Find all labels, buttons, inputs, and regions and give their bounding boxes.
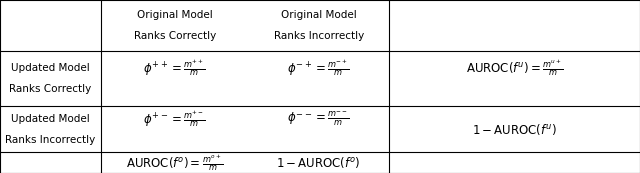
Text: $\mathrm{AUROC}(f^u) = \frac{m^{u+}}{m}$: $\mathrm{AUROC}(f^u) = \frac{m^{u+}}{m}$ xyxy=(466,58,563,78)
Text: Original Model: Original Model xyxy=(137,10,212,20)
Text: Ranks Incorrectly: Ranks Incorrectly xyxy=(273,31,364,41)
Text: $\mathrm{AUROC}(f^o) = \frac{m^{o+}}{m}$: $\mathrm{AUROC}(f^o) = \frac{m^{o+}}{m}$ xyxy=(126,153,223,173)
Text: $1 - \mathrm{AUROC}(f^o)$: $1 - \mathrm{AUROC}(f^o)$ xyxy=(276,155,361,170)
Text: $\phi^{++} = \frac{m^{++}}{m}$: $\phi^{++} = \frac{m^{++}}{m}$ xyxy=(143,58,206,78)
Text: Updated Model: Updated Model xyxy=(11,63,90,73)
Text: $\phi^{--} = \frac{m^{--}}{m}$: $\phi^{--} = \frac{m^{--}}{m}$ xyxy=(287,110,350,128)
Text: Ranks Correctly: Ranks Correctly xyxy=(10,84,92,94)
Text: Original Model: Original Model xyxy=(281,10,356,20)
Text: Ranks Correctly: Ranks Correctly xyxy=(134,31,216,41)
Text: Updated Model: Updated Model xyxy=(11,114,90,124)
Text: $\phi^{-+} = \frac{m^{-+}}{m}$: $\phi^{-+} = \frac{m^{-+}}{m}$ xyxy=(287,58,350,78)
Text: Ranks Incorrectly: Ranks Incorrectly xyxy=(5,135,96,145)
Text: $1 - \mathrm{AUROC}(f^u)$: $1 - \mathrm{AUROC}(f^u)$ xyxy=(472,122,557,137)
Text: $\phi^{+-} = \frac{m^{+-}}{m}$: $\phi^{+-} = \frac{m^{+-}}{m}$ xyxy=(143,109,206,129)
